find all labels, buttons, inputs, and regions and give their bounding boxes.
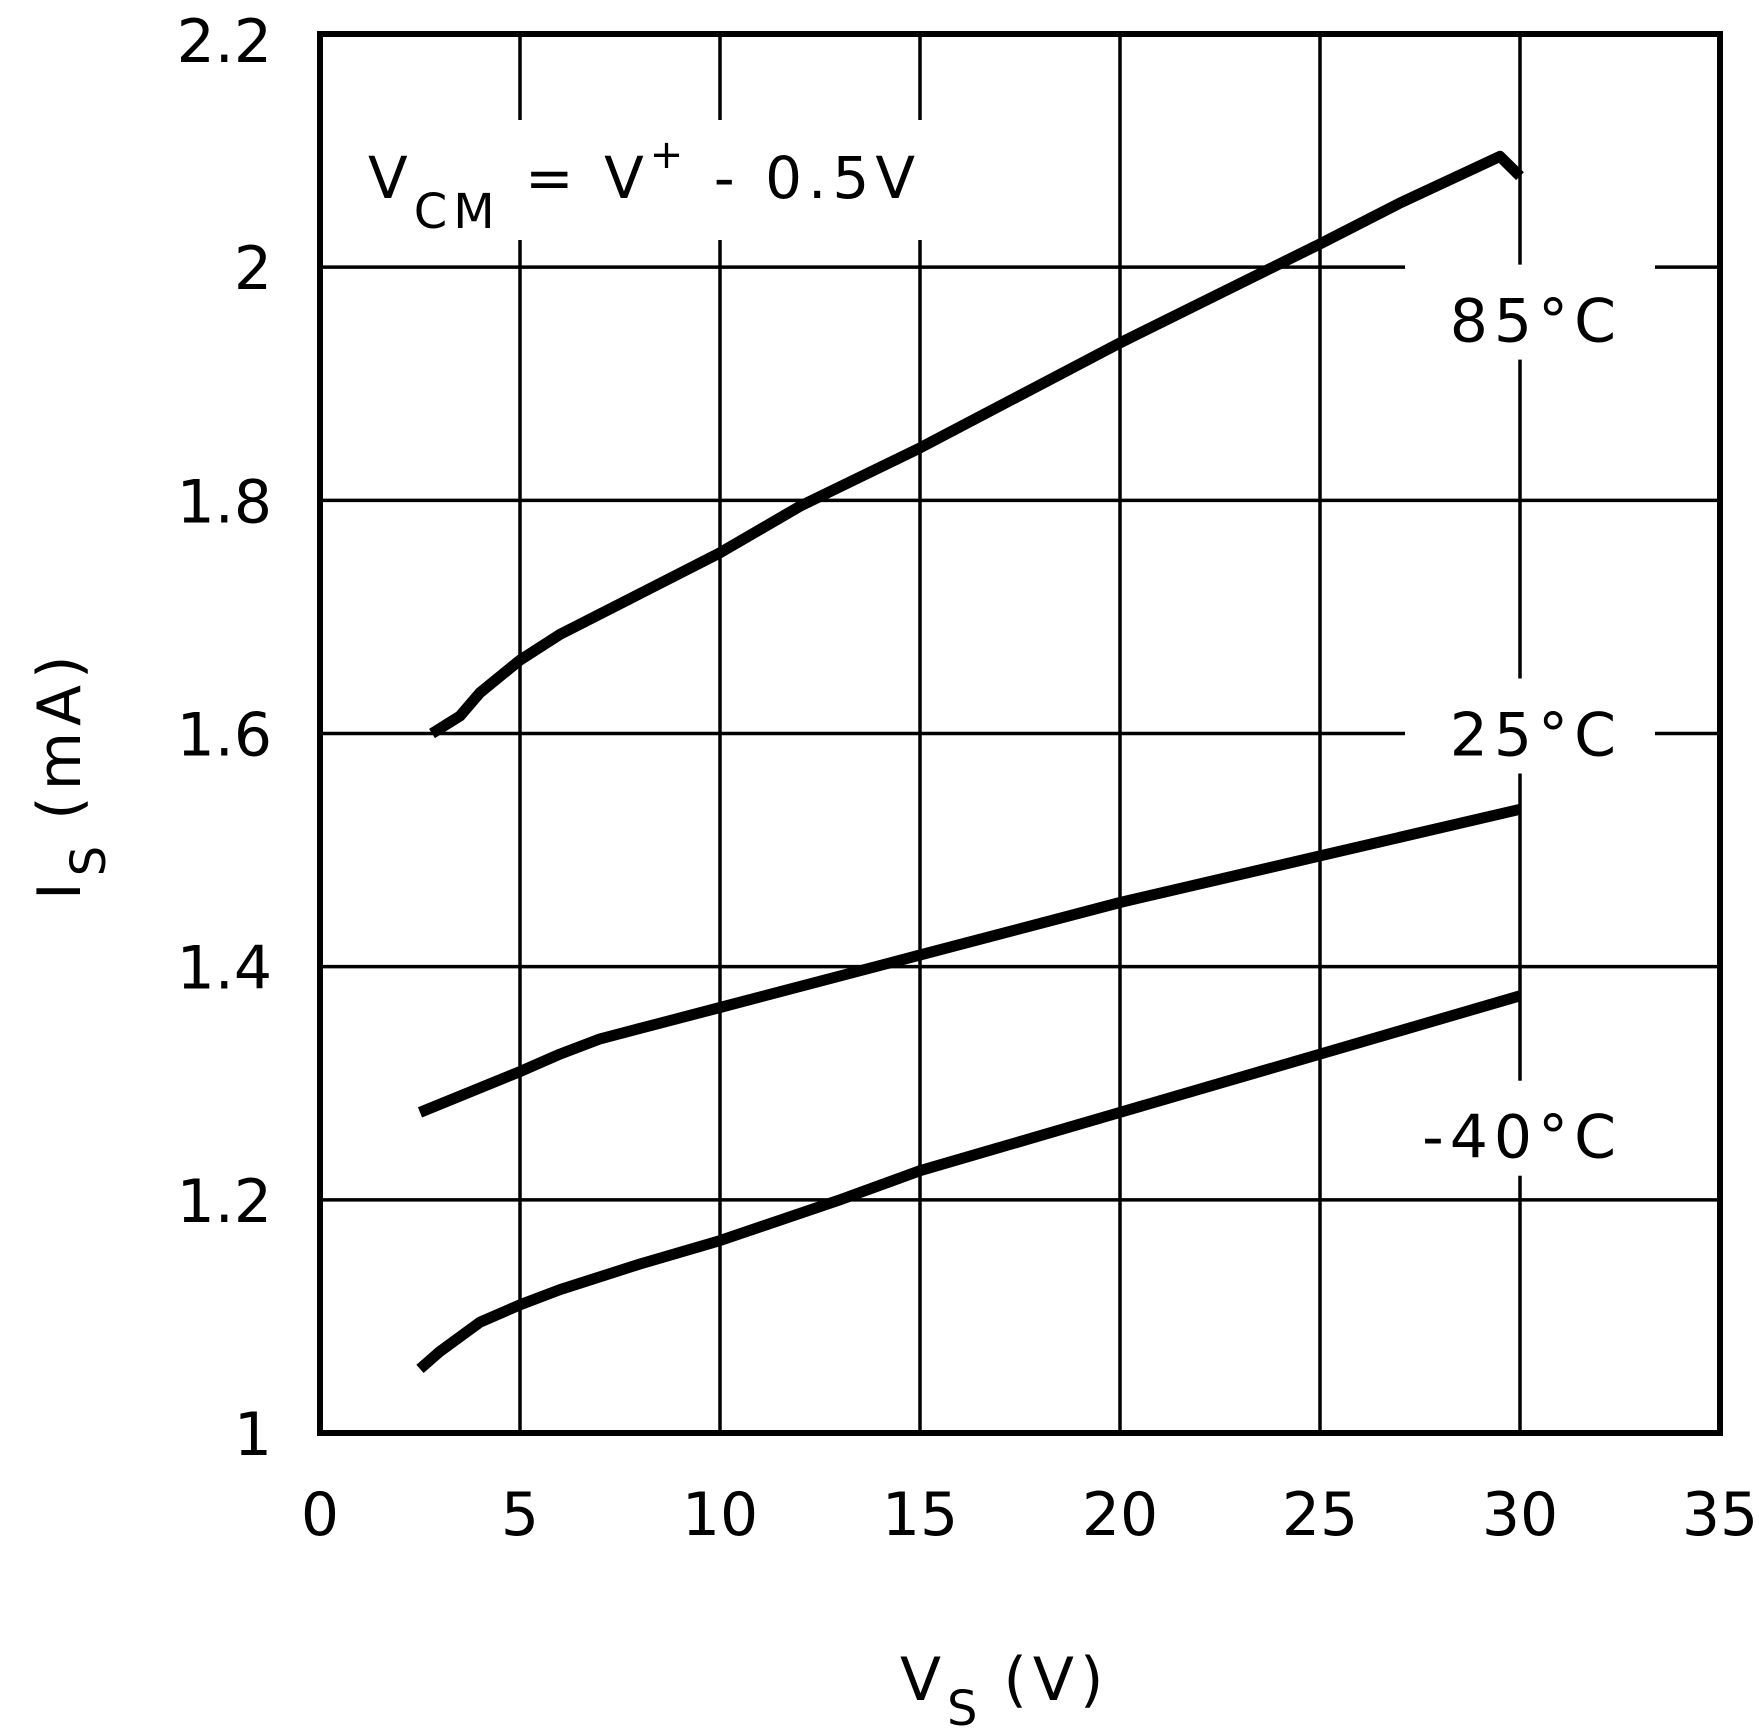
x-tick-label: 15 [882, 1480, 958, 1550]
x-tick-label: 25 [1282, 1480, 1358, 1550]
series-label-background [1405, 264, 1655, 360]
series-labels: 85°C 25°C -40°C [360, 120, 1655, 1176]
y-tick-label: 1.2 [177, 1167, 272, 1237]
plot-frame [317, 31, 1723, 1436]
x-axis-label: VS (V) [900, 1645, 1109, 1736]
y-tick-label: 1.6 [177, 701, 272, 771]
series-line [416, 990, 1522, 1374]
annotation: VCM = V+ - 0.5V [368, 132, 921, 240]
series-lines [416, 150, 1524, 1374]
series-label-background [1405, 1080, 1655, 1176]
x-tick-label: 20 [1082, 1480, 1158, 1550]
series-line [417, 803, 1522, 1118]
x-tick-label: 5 [501, 1480, 539, 1550]
x-tick-label: 0 [301, 1480, 339, 1550]
y-tick-label: 2 [234, 234, 272, 304]
y-tick-label: 1 [234, 1400, 272, 1470]
x-tick-label: 30 [1482, 1480, 1558, 1550]
y-tick-label: 1.8 [177, 467, 272, 537]
annotation-background [360, 120, 1040, 240]
y-tick-label: 2.2 [177, 7, 272, 77]
series-label: 25°C [1450, 701, 1622, 771]
y-axis-label: IS(mA) [25, 650, 117, 900]
x-tick-label: 35 [1682, 1480, 1758, 1550]
tick-labels: 0 5 10 15 20 25 30 35 1 1.2 1.4 1.6 1.8 2 2.2 [177, 7, 1759, 1550]
x-tick-label: 10 [682, 1480, 758, 1550]
series-label: 85°C [1450, 287, 1622, 357]
series-label: -40°C [1422, 1103, 1622, 1173]
series-label-background [1405, 678, 1655, 774]
series-line [429, 150, 1524, 739]
y-tick-label: 1.4 [177, 934, 272, 1004]
